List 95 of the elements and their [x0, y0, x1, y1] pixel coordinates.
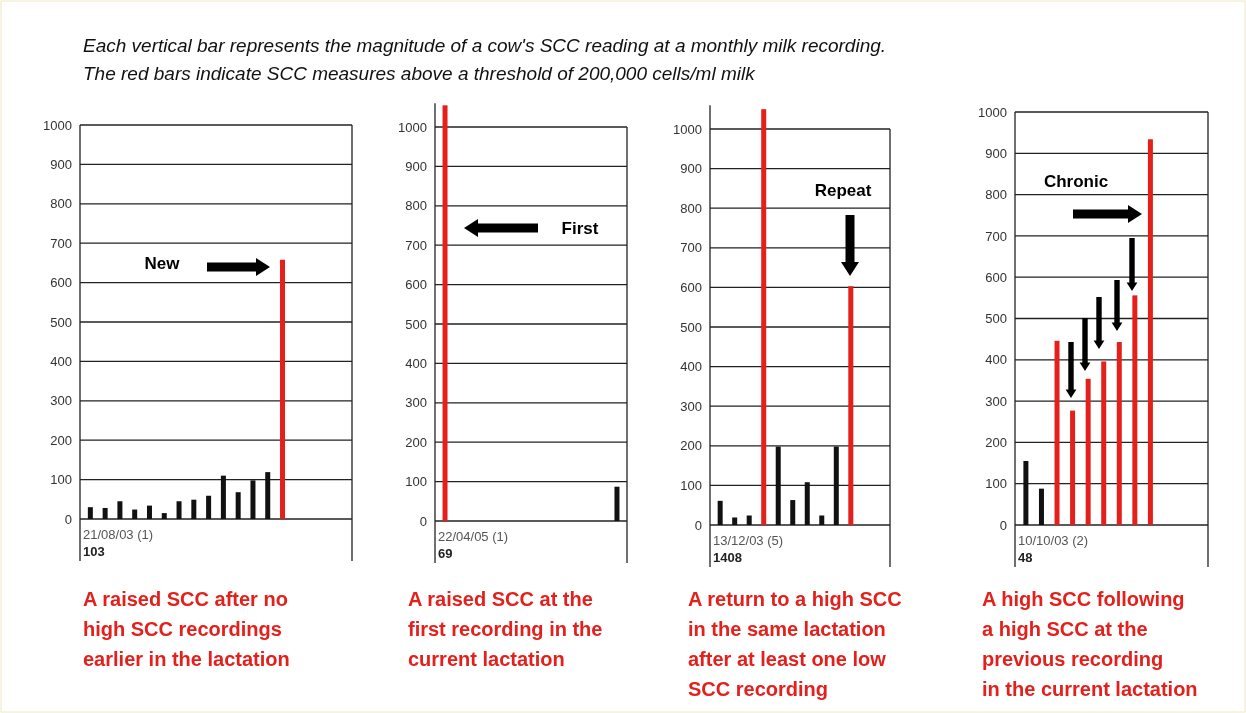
bar	[161, 513, 167, 519]
y-tick-label: 600	[985, 269, 1007, 285]
y-tick-label: 900	[680, 161, 702, 177]
y-tick-label: 100	[50, 472, 72, 488]
y-tick-label: 700	[985, 228, 1007, 244]
y-tick-label: 900	[50, 157, 72, 173]
text: 48	[1018, 550, 1033, 565]
bar	[191, 499, 197, 519]
y-tick-label: 500	[405, 316, 427, 332]
bar	[819, 515, 825, 525]
y-tick-label: 300	[50, 393, 72, 409]
y-tick-label: 1000	[673, 121, 702, 137]
y-tick-label: 100	[985, 476, 1007, 492]
y-tick-label: 200	[405, 434, 427, 450]
bar	[176, 501, 182, 519]
bar	[132, 509, 138, 519]
y-tick-label: 500	[985, 311, 1007, 327]
annotation: New	[144, 254, 181, 273]
bar	[1038, 488, 1044, 525]
bar	[804, 482, 810, 525]
bar	[146, 505, 152, 519]
bar	[1147, 139, 1153, 525]
y-tick-label: 0	[419, 513, 427, 529]
y-tick-label: 400	[405, 356, 427, 372]
y-tick-label: 400	[50, 354, 72, 370]
text: 22/04/05 (1)	[438, 529, 509, 544]
text: 10/10/03 (2)	[1018, 533, 1089, 548]
text: 1408	[713, 550, 742, 565]
bar	[732, 517, 738, 525]
y-tick-label: 800	[985, 187, 1007, 203]
y-tick-label: 100	[405, 474, 427, 490]
bar	[250, 480, 256, 519]
text: The red bars indicate SCC measures above a threshold of 200,000 cells/ml milk	[83, 63, 757, 84]
bar	[1132, 295, 1138, 525]
y-tick-label: 400	[985, 352, 1007, 368]
bar	[761, 109, 767, 525]
y-tick-label: 600	[680, 280, 702, 296]
bar	[790, 500, 796, 525]
bar	[746, 515, 752, 525]
bar	[1023, 460, 1029, 525]
text: A raised SCC after no high SCC recordings earlier in the lactation	[83, 588, 290, 670]
bar	[102, 507, 108, 519]
y-tick-label: 100	[680, 478, 702, 494]
y-tick-label: 600	[405, 277, 427, 293]
text: A raised SCC at the first recording in the current lactation	[408, 588, 603, 670]
text: A return to a high SCC in the same lactation after at least one low SCC recording	[688, 588, 902, 700]
bar	[1101, 361, 1107, 525]
text: 13/12/03 (5)	[713, 533, 784, 548]
y-tick-label: 500	[50, 314, 72, 330]
bar	[848, 286, 854, 525]
text: 69	[438, 546, 453, 561]
bar	[87, 507, 93, 519]
bar	[220, 475, 226, 519]
y-tick-label: 700	[680, 240, 702, 256]
bar	[1054, 340, 1060, 525]
y-tick-label: 300	[405, 395, 427, 411]
y-tick-label: 1000	[43, 117, 72, 133]
bar	[280, 259, 286, 519]
y-tick-label: 800	[405, 198, 427, 214]
bar	[235, 492, 241, 519]
y-tick-label: 800	[680, 200, 702, 216]
y-tick-label: 0	[64, 511, 72, 527]
bar	[833, 446, 839, 525]
y-tick-label: 900	[405, 159, 427, 175]
y-tick-label: 200	[680, 438, 702, 454]
annotation: Repeat	[814, 181, 872, 200]
text: 103	[83, 544, 105, 559]
annotation: Chronic	[1043, 172, 1109, 191]
y-tick-label: 300	[985, 393, 1007, 409]
y-tick-label: 700	[405, 237, 427, 253]
y-tick-label: 800	[50, 196, 72, 212]
y-tick-label: 300	[680, 398, 702, 414]
y-tick-label: 400	[680, 359, 702, 375]
annotation: First	[561, 219, 599, 238]
bar	[1070, 410, 1076, 525]
text: A high SCC following a high SCC at the previous recording in the current lactation	[982, 588, 1198, 700]
bar	[1085, 378, 1091, 525]
y-tick-label: 900	[985, 145, 1007, 161]
y-tick-label: 600	[50, 275, 72, 291]
text: Each vertical bar represents the magnitude of a cow's SCC reading at a monthly milk recording.	[83, 35, 887, 56]
y-tick-label: 0	[999, 517, 1007, 533]
y-tick-label: 1000	[398, 119, 427, 135]
bar	[717, 500, 723, 525]
bar	[265, 472, 271, 519]
bar	[1116, 342, 1122, 525]
y-tick-label: 200	[50, 432, 72, 448]
text: 21/08/03 (1)	[83, 527, 154, 542]
y-tick-label: 200	[985, 435, 1007, 451]
bar	[775, 446, 781, 525]
y-tick-label: 0	[694, 517, 702, 533]
y-tick-label: 500	[680, 319, 702, 335]
y-tick-label: 700	[50, 235, 72, 251]
y-tick-label: 1000	[978, 104, 1007, 120]
bar	[117, 501, 123, 519]
bar	[206, 495, 212, 519]
